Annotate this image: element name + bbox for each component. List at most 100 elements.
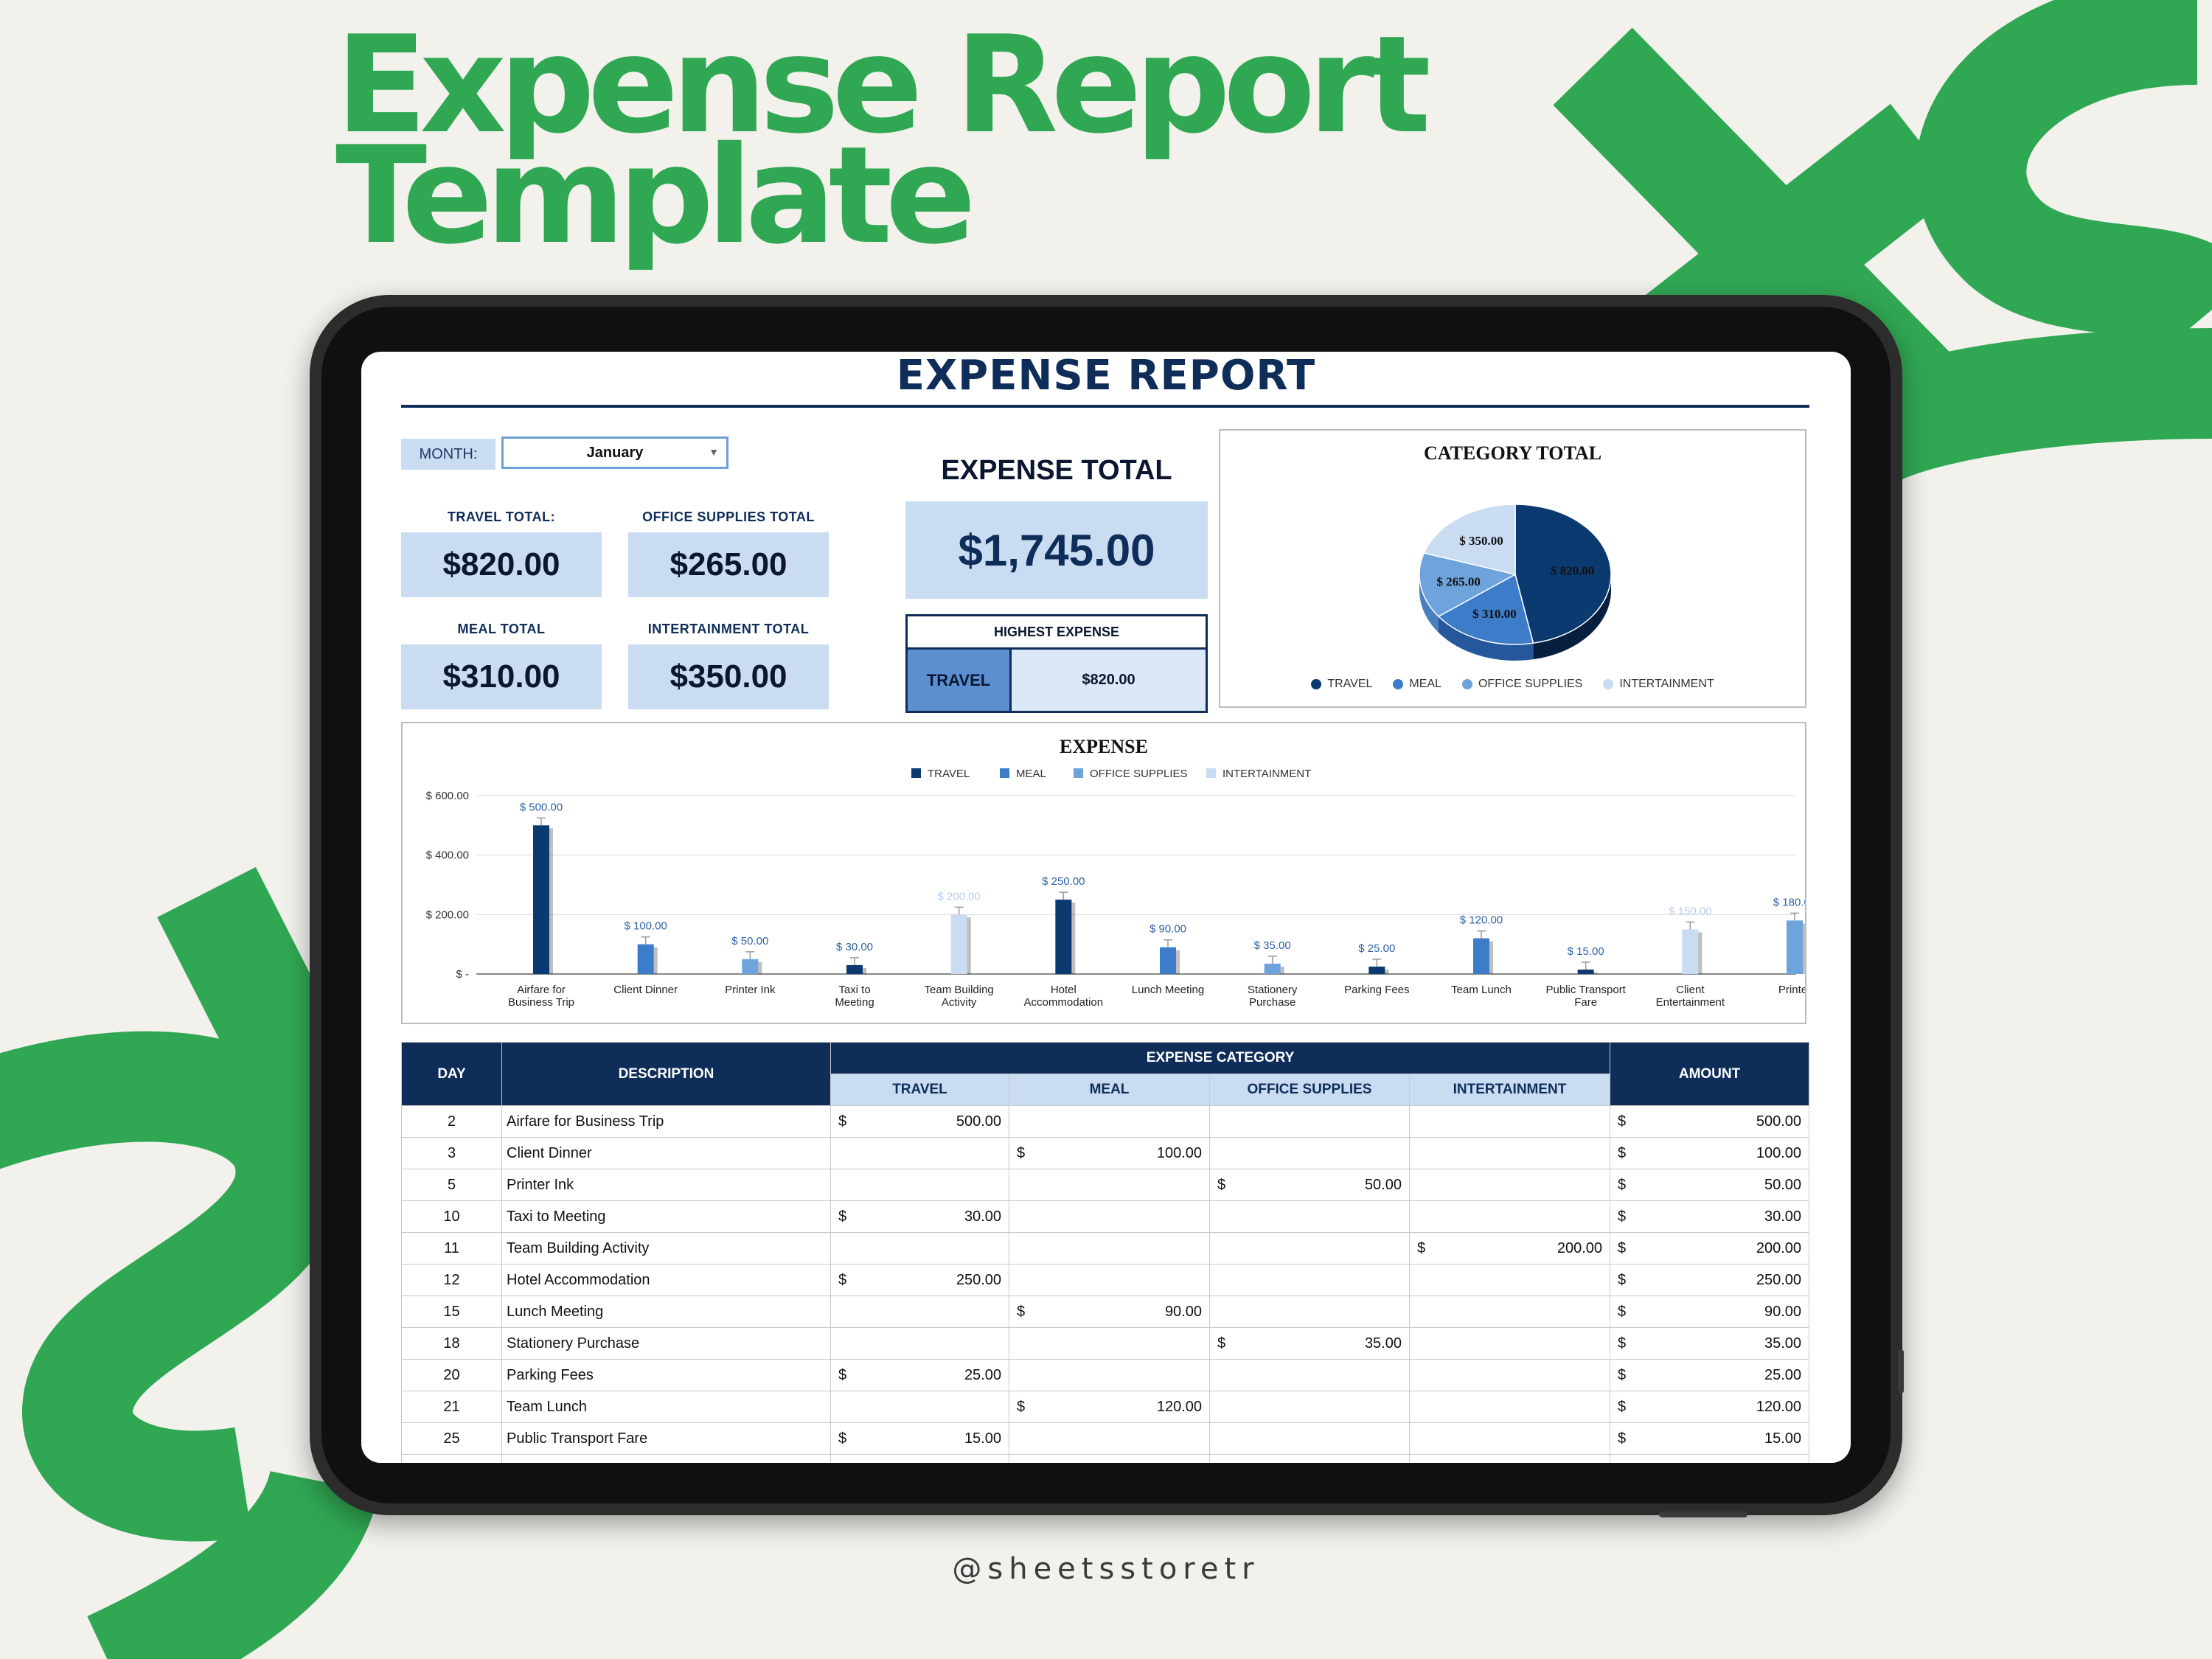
- bar-public-transport-fare[interactable]: [1577, 969, 1594, 974]
- header-description: DESCRIPTION: [501, 1042, 831, 1106]
- money-value: $500.00: [1611, 1113, 1809, 1130]
- bar-legend-swatch: [1206, 768, 1216, 778]
- cell-amount: $90.00: [1610, 1295, 1810, 1328]
- currency-symbol: $: [1217, 1335, 1226, 1352]
- month-dropdown[interactable]: January ▼: [501, 437, 728, 469]
- money-amount: 15.00: [1764, 1430, 1802, 1447]
- chevron-down-icon[interactable]: ▼: [709, 446, 719, 458]
- bar-category-label: Client Entertainment: [1656, 984, 1725, 1009]
- meal-total-value: $310.00: [401, 644, 602, 709]
- cell-travel: $30.00: [830, 1200, 1009, 1233]
- bar-data-label: $ 200.00: [937, 890, 980, 902]
- currency-symbol: $: [1618, 1398, 1627, 1415]
- bar-legend-label: TRAVEL: [928, 768, 970, 780]
- legend-swatch: [1311, 679, 1322, 689]
- cell-office: $50.00: [1209, 1169, 1410, 1201]
- bar-data-label: $ 35.00: [1254, 939, 1291, 952]
- table-row: 3 Client Dinner $100.00 $100.00: [401, 1137, 1810, 1169]
- cell-office: [1209, 1232, 1410, 1265]
- cell-travel: [830, 1391, 1009, 1423]
- pie-slice-travel[interactable]: [1514, 504, 1612, 644]
- cell-amount: $500.00: [1610, 1105, 1810, 1138]
- currency-symbol: $: [838, 1208, 847, 1225]
- cell-day: 3: [401, 1137, 502, 1169]
- bar-parking-fees[interactable]: [1368, 966, 1385, 974]
- bar-data-label: $ 25.00: [1358, 942, 1395, 955]
- expense-bar-chart[interactable]: EXPENSE TRAVEL MEAL OFFICE SUPPLIES INTERTAI…: [401, 722, 1806, 1024]
- money-amount: 50.00: [1764, 1176, 1802, 1193]
- cell-amount: $35.00: [1610, 1327, 1810, 1360]
- money-value: $250.00: [832, 1271, 1009, 1289]
- cell-amount: $200.00: [1610, 1232, 1810, 1265]
- pie-slice-side: [1419, 574, 1439, 633]
- report-title: EXPENSE REPORT: [896, 352, 1316, 400]
- bar-team-lunch[interactable]: [1473, 938, 1489, 974]
- cell-description: Team Building Activity: [501, 1232, 831, 1265]
- tablet-side-button: [1898, 1349, 1904, 1394]
- cell-description: Airfare for Business Trip: [501, 1105, 831, 1138]
- money-value: $90.00: [1010, 1303, 1209, 1321]
- bar-airfare-for-business-trip[interactable]: [533, 825, 549, 974]
- money-amount: 90.00: [1164, 1303, 1202, 1320]
- table-row: 21 Team Lunch $120.00 $120.00: [401, 1391, 1810, 1423]
- cell-travel: [830, 1327, 1009, 1360]
- cell-entertainment: [1408, 1295, 1611, 1328]
- cell-description: Hotel Accommodation: [501, 1264, 831, 1296]
- pie-data-label: $ 265.00: [1436, 574, 1481, 588]
- bar-hotel-accommodation[interactable]: [1055, 900, 1072, 974]
- bar-category-label: Stationery Purchase: [1248, 984, 1298, 1009]
- currency-symbol: $: [1618, 1303, 1627, 1320]
- cell-day: 15: [401, 1295, 502, 1328]
- bar-client-dinner[interactable]: [637, 944, 654, 974]
- cell-travel: [830, 1295, 1009, 1328]
- bar-printer[interactable]: [1787, 920, 1803, 974]
- cell-empty: [1408, 1454, 1611, 1463]
- cell-entertainment: [1408, 1264, 1611, 1296]
- money-value: $90.00: [1611, 1303, 1809, 1321]
- bar-lunch-meeting[interactable]: [1160, 947, 1176, 974]
- table-row: 18 Stationery Purchase $35.00 $35.00: [401, 1327, 1810, 1360]
- bar-taxi-to-meeting[interactable]: [846, 964, 863, 974]
- pie-slice-intertainment[interactable]: [1423, 504, 1516, 575]
- pie-slice-side: [1439, 616, 1534, 661]
- pie-legend-label: INTERTAINMENT: [1619, 678, 1714, 690]
- bar-legend-swatch: [911, 768, 921, 778]
- cell-entertainment: [1408, 1359, 1611, 1391]
- bar-printer-ink[interactable]: [742, 959, 759, 974]
- bar-client-entertainment[interactable]: [1682, 929, 1699, 975]
- currency-symbol: $: [1618, 1335, 1627, 1352]
- money-amount: 25.00: [964, 1366, 1001, 1383]
- money-amount: 250.00: [956, 1271, 1001, 1288]
- cell-description: Taxi to Meeting: [501, 1200, 831, 1233]
- cell-amount: $30.00: [1610, 1200, 1810, 1233]
- money-value: $500.00: [832, 1113, 1009, 1130]
- money-amount: 35.00: [1764, 1335, 1802, 1352]
- cell-description: Team Lunch: [501, 1391, 831, 1423]
- money-amount: 25.00: [1764, 1366, 1802, 1383]
- cell-description: Lunch Meeting: [501, 1295, 831, 1328]
- highest-expense-value: $820.00: [1012, 650, 1206, 711]
- money-value: $30.00: [832, 1208, 1009, 1225]
- bar-side-shade: [1280, 966, 1284, 974]
- money-amount: 30.00: [964, 1208, 1001, 1225]
- cell-travel: [830, 1232, 1009, 1265]
- category-total-chart[interactable]: CATEGORY TOTAL $ 820.00 $ 310.00 $ 265.00 $…: [1219, 429, 1806, 708]
- money-value: $30.00: [1611, 1208, 1809, 1225]
- table-row: 15 Lunch Meeting $90.00 $90.00: [401, 1295, 1810, 1328]
- pie-slice-meal[interactable]: [1437, 573, 1534, 645]
- bar-data-label: $ 15.00: [1568, 945, 1604, 958]
- table-row: 20 Parking Fees $25.00 $25.00: [401, 1359, 1810, 1391]
- pie-legend-label: OFFICE SUPPLIES: [1478, 678, 1583, 690]
- bar-stationery-purchase[interactable]: [1264, 963, 1281, 974]
- pie-legend-label: MEAL: [1409, 678, 1441, 690]
- bar-side-shade: [1489, 941, 1493, 974]
- money-amount: 250.00: [1756, 1271, 1802, 1288]
- money-value: $15.00: [832, 1430, 1009, 1447]
- expense-total-value: $1,745.00: [905, 501, 1208, 599]
- cell-office: [1209, 1200, 1410, 1233]
- bar-category-label: Hotel Accommodation: [1024, 984, 1104, 1009]
- cell-meal: [1009, 1359, 1210, 1391]
- bar-team-building-activity[interactable]: [950, 914, 967, 974]
- money-amount: 15.00: [964, 1430, 1001, 1447]
- bar-category-label: Airfare for Business Trip: [508, 984, 574, 1009]
